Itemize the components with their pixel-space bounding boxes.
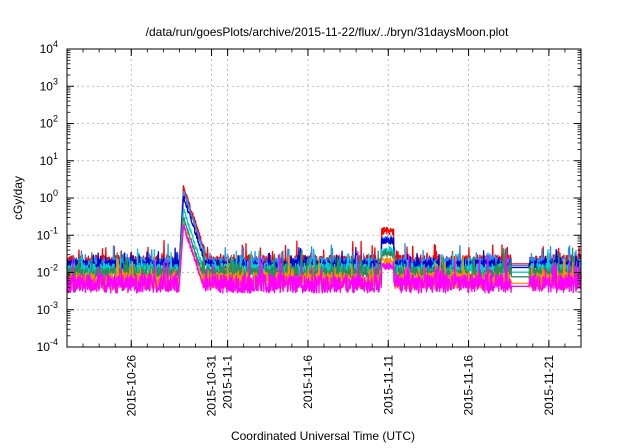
grid: [67, 49, 581, 347]
x-tick-label: 2015-10-31: [205, 355, 219, 417]
y-tick-label-exponent: -2: [50, 263, 58, 273]
x-tick-label: 2015-11-6: [301, 355, 315, 409]
y-tick-label: 101: [40, 151, 58, 168]
y-tick-label: 10-1: [37, 225, 58, 242]
y-tick-label-base: 10: [40, 154, 54, 168]
y-tick-label: 104: [40, 39, 58, 56]
x-axis-label: Coordinated Universal Time (UTC): [231, 429, 415, 443]
y-tick-label: 10-2: [37, 263, 58, 280]
x-tick-label: 2015-11-16: [462, 355, 476, 416]
series-group: [66, 185, 582, 294]
series-line-6: [66, 224, 582, 294]
y-tick-label: 10-4: [37, 337, 58, 354]
y-tick-label-exponent: 4: [53, 39, 58, 49]
y-tick-label-base: 10: [40, 79, 54, 93]
y-tick-label-base: 10: [40, 117, 54, 131]
y-tick-label-exponent: 1: [53, 151, 58, 161]
y-tick-label-exponent: 2: [53, 114, 58, 124]
x-axis: 2015-10-26 2015-10-31 2015-11-1 2015-11-6 20…: [82, 49, 566, 417]
y-tick-label-exponent: -3: [50, 300, 58, 310]
y-tick-label-base: 10: [37, 228, 51, 242]
y-tick-label-base: 10: [37, 340, 51, 354]
y-tick-label: 10-3: [37, 300, 58, 317]
y-tick-label-base: 10: [37, 303, 51, 317]
y-tick-label-exponent: 0: [53, 188, 58, 198]
y-axis-label: cGy/day: [11, 176, 25, 220]
y-tick-label: 100: [40, 188, 58, 205]
x-tick-label: 2015-11-1: [221, 355, 235, 409]
y-tick-label: 102: [40, 114, 58, 131]
chart-title: /data/run/goesPlots/archive/2015-11-22/f…: [146, 25, 509, 39]
y-tick-label-exponent: -4: [50, 337, 58, 347]
x-tick-label: 2015-10-26: [124, 355, 138, 417]
y-tick-label: 103: [40, 76, 58, 93]
y-tick-label-exponent: 3: [53, 76, 58, 86]
y-tick-label-base: 10: [40, 191, 54, 205]
x-tick-label: 2015-11-21: [542, 355, 556, 416]
x-tick-label: 2015-11-11: [381, 355, 395, 415]
y-tick-label-base: 10: [40, 42, 54, 56]
y-tick-label-exponent: -1: [50, 225, 58, 235]
y-tick-label-base: 10: [37, 266, 51, 280]
